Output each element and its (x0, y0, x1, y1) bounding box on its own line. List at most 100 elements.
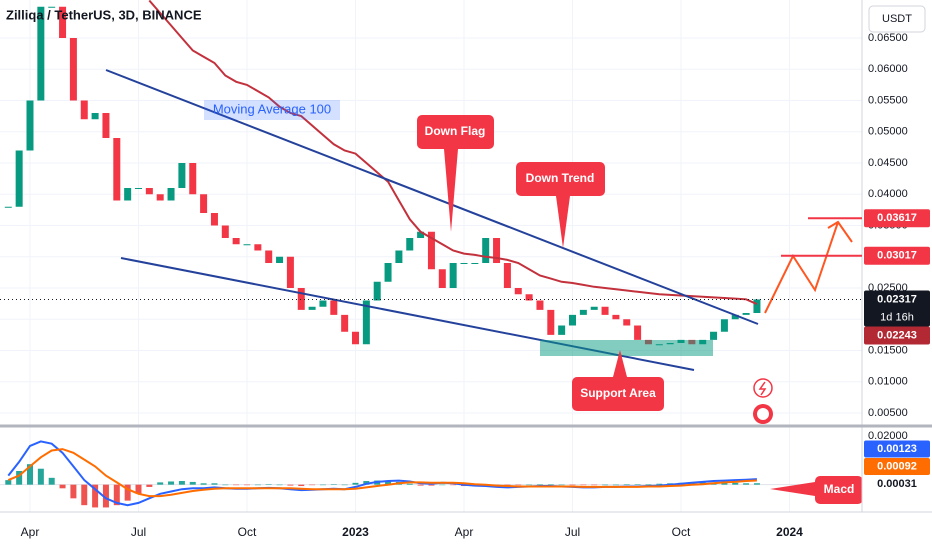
y-tick-label: 0.06500 (868, 32, 908, 44)
candle (59, 6, 67, 38)
histogram-bar (92, 484, 99, 508)
candle (26, 100, 34, 151)
x-tick-label: Oct (238, 525, 257, 539)
x-tick-label: Apr (21, 525, 40, 539)
histogram-bar (450, 484, 457, 486)
ma-label: Moving Average 100 (213, 101, 331, 116)
candle (623, 319, 631, 326)
axes: 0.005000.010000.015000.020000.025000.030… (21, 32, 930, 539)
histogram-bar (352, 482, 359, 485)
histogram-bar (591, 484, 598, 486)
histogram-bar (168, 481, 175, 485)
histogram-bar (211, 483, 218, 485)
histogram-bar (287, 484, 294, 486)
ma-price-bg (864, 326, 930, 345)
candle (471, 263, 479, 264)
y-tick-label: 0.00500 (868, 407, 908, 419)
event-icon[interactable] (753, 378, 773, 398)
histogram-bar (515, 484, 522, 486)
candle (536, 300, 544, 310)
candle (590, 306, 598, 310)
histogram-bar (536, 484, 543, 485)
callout: Down Trend (516, 162, 605, 248)
y-tick-label: 0.05000 (868, 126, 908, 138)
y-tick-label: 0.01500 (868, 344, 908, 356)
histogram-bar (276, 484, 283, 486)
macd-value: 0.00123 (877, 443, 917, 455)
histogram-bar (178, 481, 185, 485)
histogram-bar (439, 484, 446, 486)
candle (178, 163, 186, 188)
histogram-bar (319, 484, 326, 486)
candle (731, 314, 739, 320)
price-label-bg (864, 290, 930, 327)
candle (265, 250, 273, 263)
histogram-bar (417, 484, 424, 486)
x-tick-label: 2024 (776, 525, 803, 539)
candle (503, 263, 511, 288)
histogram-bar (244, 484, 250, 486)
histogram-bar (428, 484, 435, 486)
histogram-bar (27, 464, 33, 485)
moving-average (148, 0, 758, 306)
candle (48, 6, 56, 8)
histogram-bar (37, 468, 44, 485)
candle (15, 150, 23, 207)
ma-price: 0.02243 (877, 329, 917, 341)
candle (200, 194, 208, 213)
candle (720, 319, 728, 332)
histogram-bar (113, 484, 120, 506)
candle (276, 256, 284, 263)
histogram-bar (623, 484, 630, 485)
candle (427, 231, 435, 270)
candle (124, 188, 132, 201)
histogram-bar (743, 483, 750, 485)
candle (221, 225, 229, 238)
level-label-bg (864, 209, 930, 228)
callout-text: Support Area (580, 386, 656, 400)
candle (753, 299, 761, 313)
x-tick-label: 2023 (342, 525, 369, 539)
candle (91, 113, 99, 120)
callout: Down Flag (417, 115, 494, 232)
histogram-bar (157, 482, 164, 485)
histogram-bar (602, 484, 609, 486)
candle (710, 331, 718, 340)
candle (319, 300, 327, 307)
candle (210, 213, 218, 226)
histogram-bar (124, 484, 131, 501)
candle (742, 313, 750, 315)
trend-line (105, 69, 759, 325)
candle (460, 263, 468, 264)
candle (601, 306, 609, 315)
countdown: 1d 16h (880, 311, 914, 323)
macd-value-bg (864, 458, 930, 475)
macd-value: 0.00031 (877, 478, 917, 490)
histogram-bar (48, 477, 55, 485)
histogram-bar (102, 484, 109, 508)
histogram-bar (330, 484, 337, 485)
candle (102, 113, 110, 138)
callout-text: Down Flag (425, 124, 486, 138)
histogram-bar (732, 482, 739, 485)
signal-line (7, 448, 757, 498)
candle (558, 325, 566, 335)
histogram-bar (298, 484, 305, 487)
y-tick-label: 0.04000 (868, 188, 908, 200)
histogram-bar (146, 484, 153, 487)
macd-scale-label: 0.02000 (868, 430, 908, 442)
candle (493, 238, 501, 263)
currency: USDT (882, 13, 912, 25)
event-icon (757, 408, 769, 420)
candle (417, 231, 425, 238)
candle (482, 238, 490, 263)
histogram-bar (59, 484, 66, 489)
histogram-bar (753, 483, 760, 485)
callout: Macd (770, 476, 863, 504)
histogram-bar (558, 484, 565, 486)
histogram-bar (189, 481, 196, 485)
candle (330, 300, 338, 315)
currency-button[interactable] (868, 5, 926, 33)
histogram-bar (5, 480, 12, 485)
macd-value-bg (864, 475, 930, 493)
